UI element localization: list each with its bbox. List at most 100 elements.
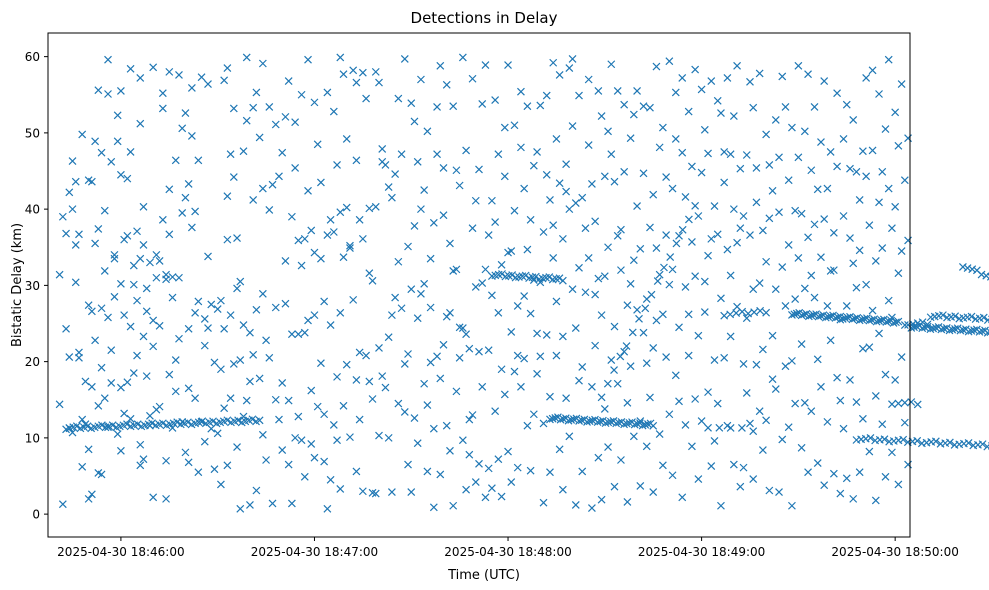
data-point xyxy=(326,215,335,224)
data-point xyxy=(700,277,709,286)
data-point xyxy=(529,410,538,419)
data-point xyxy=(894,141,903,150)
data-point xyxy=(187,83,196,92)
data-point xyxy=(788,311,796,319)
data-point xyxy=(452,265,461,274)
data-point xyxy=(717,501,725,510)
data-point xyxy=(113,137,122,146)
data-point xyxy=(439,340,448,349)
data-point xyxy=(149,63,158,72)
data-point xyxy=(713,230,722,239)
data-point xyxy=(491,218,500,227)
data-point xyxy=(413,314,422,323)
data-point xyxy=(587,180,596,188)
data-point xyxy=(758,446,767,455)
data-point xyxy=(623,301,632,310)
data-point xyxy=(860,314,869,323)
data-point xyxy=(513,351,522,360)
data-point xyxy=(226,150,235,159)
data-point xyxy=(462,485,471,494)
data-point xyxy=(581,224,590,233)
data-point xyxy=(565,205,574,214)
data-point xyxy=(584,75,593,84)
data-point xyxy=(881,472,890,481)
data-point xyxy=(558,234,567,243)
data-point xyxy=(313,140,322,149)
data-point xyxy=(229,173,238,182)
data-point xyxy=(165,370,174,379)
data-point xyxy=(265,353,274,362)
data-point xyxy=(691,395,700,403)
data-point xyxy=(310,98,319,107)
data-point xyxy=(136,461,145,470)
data-point xyxy=(742,151,751,159)
data-point xyxy=(278,379,287,387)
data-point xyxy=(368,395,377,403)
data-point xyxy=(610,366,618,374)
data-point xyxy=(652,244,661,252)
data-point xyxy=(339,70,348,79)
data-point xyxy=(246,377,254,386)
data-point xyxy=(262,336,271,345)
data-point xyxy=(607,60,616,69)
data-point xyxy=(116,87,125,95)
data-point xyxy=(899,435,908,444)
data-point xyxy=(426,254,435,263)
data-point xyxy=(817,138,825,146)
data-point xyxy=(455,353,464,362)
data-point xyxy=(820,77,829,85)
data-point xyxy=(220,76,229,85)
data-point xyxy=(849,115,858,124)
data-point xyxy=(846,164,854,173)
data-point xyxy=(523,421,532,430)
data-point xyxy=(565,64,574,72)
data-point xyxy=(810,293,819,302)
data-point xyxy=(720,178,729,187)
data-point xyxy=(291,118,300,127)
data-point xyxy=(384,333,393,342)
data-point xyxy=(494,455,503,464)
data-point xyxy=(826,148,835,156)
data-point xyxy=(691,272,700,281)
data-point xyxy=(152,273,161,282)
data-point xyxy=(323,231,332,239)
data-point xyxy=(771,385,780,394)
data-point xyxy=(781,302,790,310)
data-point xyxy=(316,178,325,187)
data-point xyxy=(342,203,351,212)
data-point xyxy=(152,250,161,259)
data-point xyxy=(604,443,612,451)
data-points xyxy=(55,53,989,513)
data-point xyxy=(110,254,119,263)
data-point xyxy=(626,134,635,143)
data-point xyxy=(625,418,634,427)
data-point xyxy=(204,252,212,261)
data-point xyxy=(475,459,483,468)
data-point xyxy=(923,320,932,329)
data-point xyxy=(717,294,725,303)
data-point xyxy=(715,423,724,432)
data-point xyxy=(841,314,850,323)
data-point xyxy=(433,150,441,159)
data-point xyxy=(242,53,251,62)
data-point xyxy=(529,276,538,284)
data-point xyxy=(213,305,222,313)
data-point xyxy=(878,244,887,252)
data-point xyxy=(867,315,876,324)
data-point xyxy=(333,372,341,381)
data-point xyxy=(207,300,216,309)
data-point xyxy=(658,461,667,470)
data-point xyxy=(737,424,746,432)
data-point xyxy=(520,292,529,300)
data-point xyxy=(358,68,367,77)
data-point xyxy=(449,102,458,111)
data-point xyxy=(209,417,217,426)
data-point xyxy=(71,177,80,186)
data-point xyxy=(600,404,609,413)
data-point xyxy=(838,315,847,323)
data-point xyxy=(94,225,103,233)
data-point xyxy=(58,500,67,509)
data-point xyxy=(197,417,206,426)
data-point xyxy=(836,489,845,498)
data-point xyxy=(655,143,664,152)
